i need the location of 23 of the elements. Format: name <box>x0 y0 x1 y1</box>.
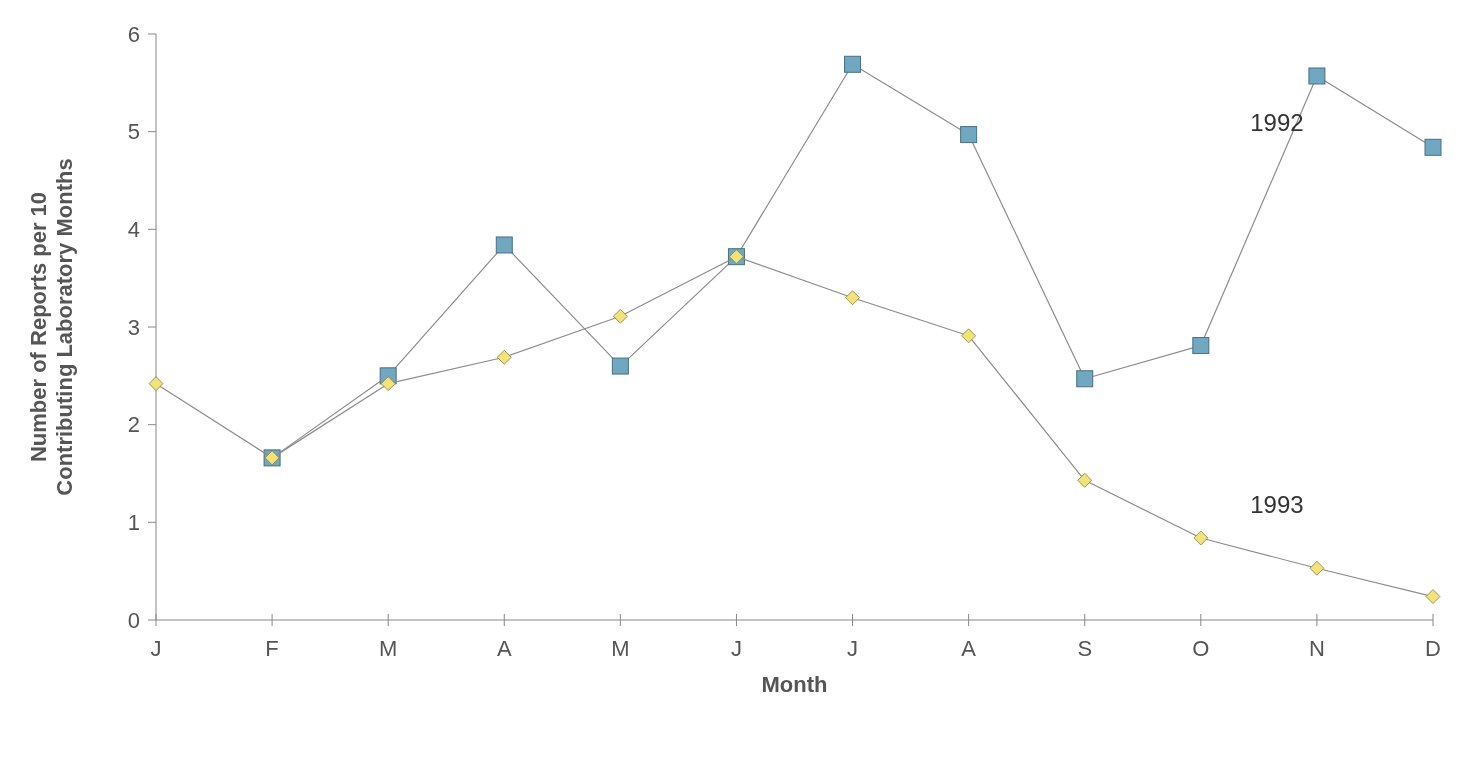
x-tick-label: N <box>1308 636 1325 661</box>
y-axis-title: Number of Reports per 10 Contributing Laboratory Months <box>26 158 77 496</box>
x-tick-label: J <box>847 636 859 661</box>
x-tick-label: D <box>1425 636 1441 661</box>
x-tick-label: A <box>961 636 977 661</box>
x-tick-label: J <box>150 636 162 661</box>
y-tick-label: 4 <box>127 217 140 243</box>
y-tick-label: 6 <box>127 21 140 47</box>
y-tick-label: 3 <box>127 314 140 340</box>
x-tick-label: O <box>1192 636 1210 661</box>
x-tick-label: F <box>265 636 279 661</box>
x-tick-label: A <box>496 636 512 661</box>
series-label: 1993 <box>1250 491 1304 519</box>
x-tick-label: J <box>730 636 742 661</box>
y-tick-label: 5 <box>127 119 140 145</box>
y-tick-label: 0 <box>127 607 140 633</box>
y-tick-label: 1 <box>127 510 140 536</box>
x-axis-title: Month <box>761 672 828 697</box>
x-tick-label: S <box>1077 636 1093 661</box>
x-tick-label: M <box>611 636 630 661</box>
series-label: 1992 <box>1250 109 1304 136</box>
y-tick-label: 2 <box>127 412 140 438</box>
x-tick-label: M <box>379 636 398 661</box>
